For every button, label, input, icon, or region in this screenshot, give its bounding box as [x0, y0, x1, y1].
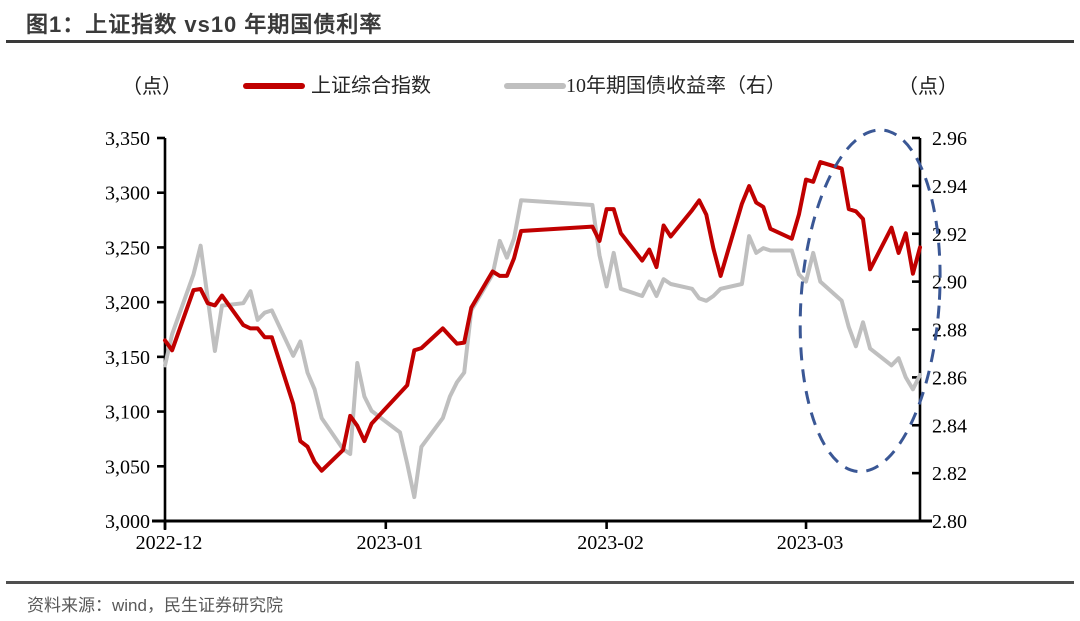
- y-left-tick-label: 3,250: [105, 237, 150, 259]
- y-right-tick-label: 2.92: [932, 224, 967, 246]
- y-left-tick-label: 3,000: [105, 511, 150, 533]
- y-right-tick-label: 2.96: [932, 128, 967, 150]
- title-underline: [6, 40, 1074, 43]
- y-left-tick-label: 3,100: [105, 402, 150, 424]
- x-tick-label: 2023-02: [577, 532, 644, 554]
- y-left-tick-label: 3,200: [105, 292, 150, 314]
- legend-swatch-yield: [504, 83, 566, 89]
- x-axis-ticks: 2022-12 2023-01 2023-02 2023-03: [136, 521, 844, 554]
- y-axis-left-ticks: 3,000 3,050 3,100 3,150 3,200 3,250 3,300 3,350: [105, 128, 165, 533]
- legend-label-sse: 上证综合指数: [311, 75, 431, 97]
- x-tick-label: 2023-03: [777, 532, 844, 554]
- y-right-tick-label: 2.82: [932, 463, 967, 485]
- highlight-ellipse-annotation: [798, 128, 942, 474]
- x-tick-label: 2023-01: [356, 532, 423, 554]
- y-right-tick-label: 2.94: [932, 176, 967, 198]
- y-left-tick-label: 3,350: [105, 128, 150, 150]
- y-right-tick-label: 2.86: [932, 367, 967, 389]
- source-divider: [6, 581, 1074, 584]
- x-tick-label: 2022-12: [136, 532, 203, 554]
- left-axis-unit-label: （点）: [122, 76, 182, 98]
- series-bond-yield-line: [163, 198, 922, 500]
- page-title: 图1：上证指数 vs10 年期国债利率: [26, 12, 383, 37]
- y-left-tick-label: 3,300: [105, 183, 150, 205]
- y-right-tick-label: 2.80: [932, 511, 967, 533]
- source-text: 资料来源：wind，民生证券研究院: [27, 596, 283, 615]
- y-right-tick-label: 2.90: [932, 272, 967, 294]
- right-axis-unit-label: （点）: [898, 76, 958, 98]
- y-right-tick-label: 2.84: [932, 415, 967, 437]
- y-left-tick-label: 3,050: [105, 456, 150, 478]
- y-right-tick-label: 2.88: [932, 320, 967, 342]
- legend-swatch-sse: [243, 83, 305, 89]
- legend-label-yield: 10年期国债收益率（右）: [566, 75, 786, 97]
- series-sse-index-line: [163, 160, 922, 473]
- y-left-tick-label: 3,150: [105, 347, 150, 369]
